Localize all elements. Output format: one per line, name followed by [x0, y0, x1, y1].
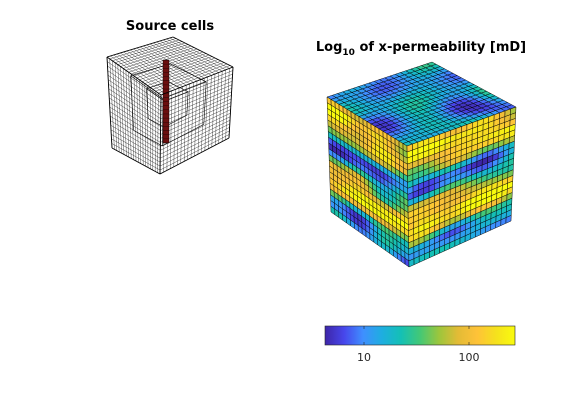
wire-shell-1 — [130, 75, 164, 99]
source-cells-grid — [106, 36, 234, 175]
wire-line-top — [146, 44, 205, 79]
wire-line-right — [218, 71, 223, 144]
wire-line-right — [197, 79, 201, 155]
wire-outer-edge — [106, 56, 162, 96]
wire-line-top — [153, 42, 212, 76]
wire-line-top — [163, 39, 223, 72]
wire-shell-0 — [186, 91, 189, 116]
wire-line-top — [136, 53, 207, 79]
wire-line-left — [109, 106, 161, 139]
wire-line-right — [208, 75, 212, 149]
wire-line-right — [160, 127, 230, 163]
wire-outer-edge — [172, 36, 234, 68]
wire-shell-1 — [203, 81, 207, 125]
permeability-panel: Log10 of x-permeability [mD] — [316, 40, 526, 268]
wire-shell-1 — [162, 124, 204, 147]
wire-line-right — [160, 102, 232, 135]
wire-line-right — [204, 76, 208, 151]
wire-line-right — [160, 130, 230, 167]
wire-line-top — [139, 54, 210, 80]
source-cells-title: Source cells — [126, 19, 214, 34]
wire-line-right — [159, 134, 230, 171]
wire-line-top — [144, 57, 216, 84]
wire-outer-edge — [111, 147, 161, 175]
wire-line-left — [157, 93, 159, 173]
wire-line-left — [141, 81, 144, 165]
wire-line-left — [136, 77, 139, 163]
source-cells-panel: Source cells — [106, 19, 234, 175]
wire-line-top — [158, 65, 231, 94]
wire-outer-edge — [106, 56, 113, 149]
wire-line-top — [147, 59, 219, 86]
colorbar-tick-label-100: 100 — [459, 351, 480, 364]
wire-line-left — [110, 120, 161, 151]
wire-line-top — [142, 56, 213, 82]
perm-cell-right — [505, 215, 512, 224]
wire-line-top — [159, 40, 219, 73]
wire-line-left — [144, 83, 146, 167]
wire-line-top — [156, 41, 216, 75]
colorbar: 10 100 — [324, 325, 516, 364]
wire-line-right — [225, 68, 230, 140]
colorbar-tick-label-10: 10 — [357, 351, 371, 364]
wire-line-right — [160, 109, 231, 143]
wire-line-left — [139, 79, 141, 164]
wire-line-left — [111, 138, 161, 167]
wire-outer-edge — [159, 137, 230, 175]
colorbar-bar — [324, 325, 516, 346]
wire-line-left — [147, 85, 149, 168]
wire-outer-edge — [160, 66, 234, 96]
wire-line-left — [110, 129, 161, 159]
wire-shell-1 — [162, 81, 207, 99]
wire-line-right — [160, 123, 230, 159]
permeability-title-main: Log — [316, 40, 343, 55]
wire-line-top — [150, 60, 222, 88]
wire-line-right — [160, 105, 231, 139]
wire-line-left — [110, 125, 161, 155]
permeability-title-rest: of x-permeability [mD] — [355, 40, 526, 55]
wire-line-right — [201, 78, 205, 153]
wire-outer-edge — [159, 94, 162, 175]
wire-line-top — [169, 37, 230, 69]
wire-line-top — [149, 43, 208, 77]
wire-line-left — [109, 111, 161, 143]
wire-line-right — [211, 73, 216, 148]
wire-shell-1 — [130, 75, 134, 131]
wire-shell-1 — [133, 130, 163, 147]
wire-line-right — [215, 72, 219, 146]
wire-line-left — [111, 143, 161, 171]
wire-line-right — [221, 69, 226, 142]
wire-shell-0 — [148, 118, 165, 128]
wire-line-left — [109, 102, 161, 135]
permeability-title-sub: 10 — [342, 48, 355, 58]
wire-line-right — [160, 116, 231, 151]
wire-outer-edge — [228, 66, 234, 139]
wire-shell-0 — [146, 88, 149, 119]
wire-outer-edge — [106, 36, 174, 58]
wire-line-left — [111, 134, 161, 163]
wire-line-right — [160, 120, 231, 155]
permeability-title: Log10 of x-permeability [mD] — [316, 40, 526, 58]
wire-line-top — [166, 38, 226, 70]
permeability-grid — [326, 61, 517, 268]
wire-shell-1 — [170, 63, 207, 83]
